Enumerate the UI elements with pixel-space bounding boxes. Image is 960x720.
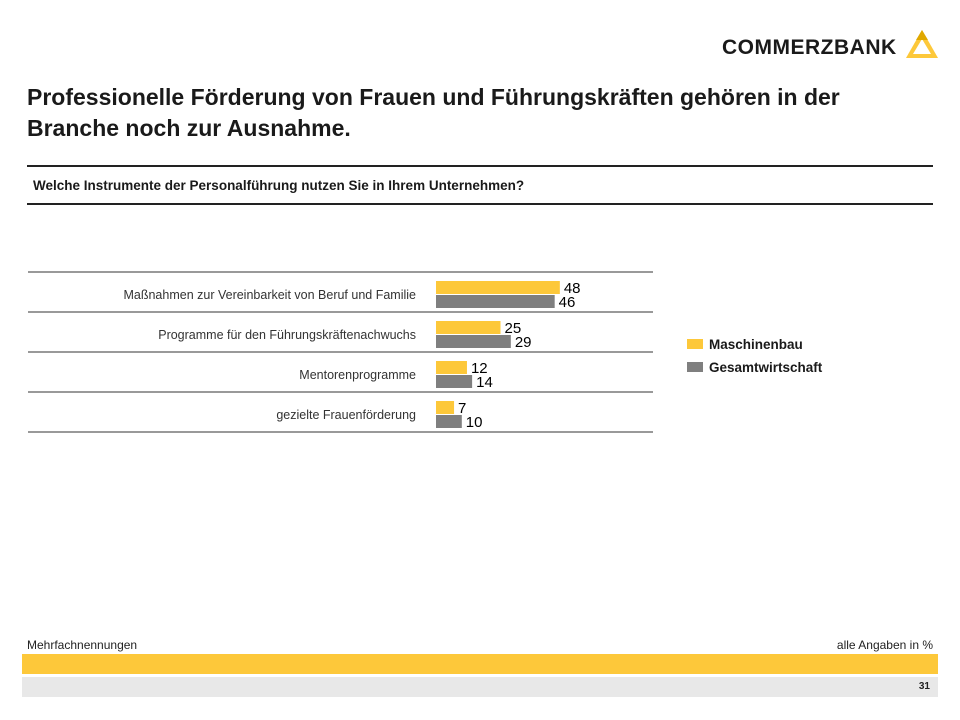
bar-gesamtwirtschaft [436, 415, 462, 428]
value-label: 10 [466, 414, 483, 431]
bar-maschinenbau [436, 401, 455, 414]
legend-swatch-maschinenbau [687, 339, 703, 349]
category-label: Maßnahmen zur Vereinbarkeit von Beruf un… [123, 288, 416, 302]
commerzbank-logo: COMMERZBANK [722, 28, 942, 68]
bar-maschinenbau [436, 321, 501, 334]
value-label: 14 [476, 374, 493, 391]
value-label: 12 [471, 360, 488, 377]
footnote-multiple-answers: Mehrfachnennungen [27, 638, 138, 652]
question-divider [27, 203, 933, 205]
value-label: 7 [458, 400, 466, 417]
bar-gesamtwirtschaft [436, 335, 511, 348]
footer-yellow-band [22, 654, 938, 674]
legend-label-gesamtwirtschaft: Gesamtwirtschaft [709, 359, 823, 375]
page-number: 31 [918, 681, 930, 692]
legend-item-gesamtwirtschaft: Gesamtwirtschaft [687, 357, 822, 377]
chart-legend: Maschinenbau Gesamtwirtschaft [687, 334, 822, 380]
bar-gesamtwirtschaft [436, 375, 473, 388]
value-label: 48 [564, 280, 581, 297]
legend-swatch-gesamtwirtschaft [687, 362, 703, 372]
footer-gray-band [22, 677, 938, 697]
value-label: 46 [559, 294, 576, 311]
survey-question: Welche Instrumente der Personalführung n… [33, 178, 525, 193]
legend-label-maschinenbau: Maschinenbau [709, 336, 803, 352]
category-label: Programme für den Führungskräftenachwuch… [158, 328, 416, 342]
commerzbank-ribbon-icon [906, 30, 938, 58]
legend-item-maschinenbau: Maschinenbau [687, 334, 822, 354]
footnote-unit: alle Angaben in % [836, 638, 933, 652]
category-label: gezielte Frauenförderung [276, 408, 416, 422]
bar-gesamtwirtschaft [436, 295, 555, 308]
bar-maschinenbau [436, 361, 467, 374]
value-label: 25 [505, 320, 522, 337]
bar-maschinenbau [436, 281, 560, 294]
logo-wordmark: COMMERZBANK [722, 36, 897, 59]
page-title: Professionelle Förderung von Frauen und … [27, 84, 840, 141]
top-divider [27, 165, 933, 167]
category-label: Mentorenprogramme [299, 368, 416, 382]
value-label: 29 [515, 334, 532, 351]
